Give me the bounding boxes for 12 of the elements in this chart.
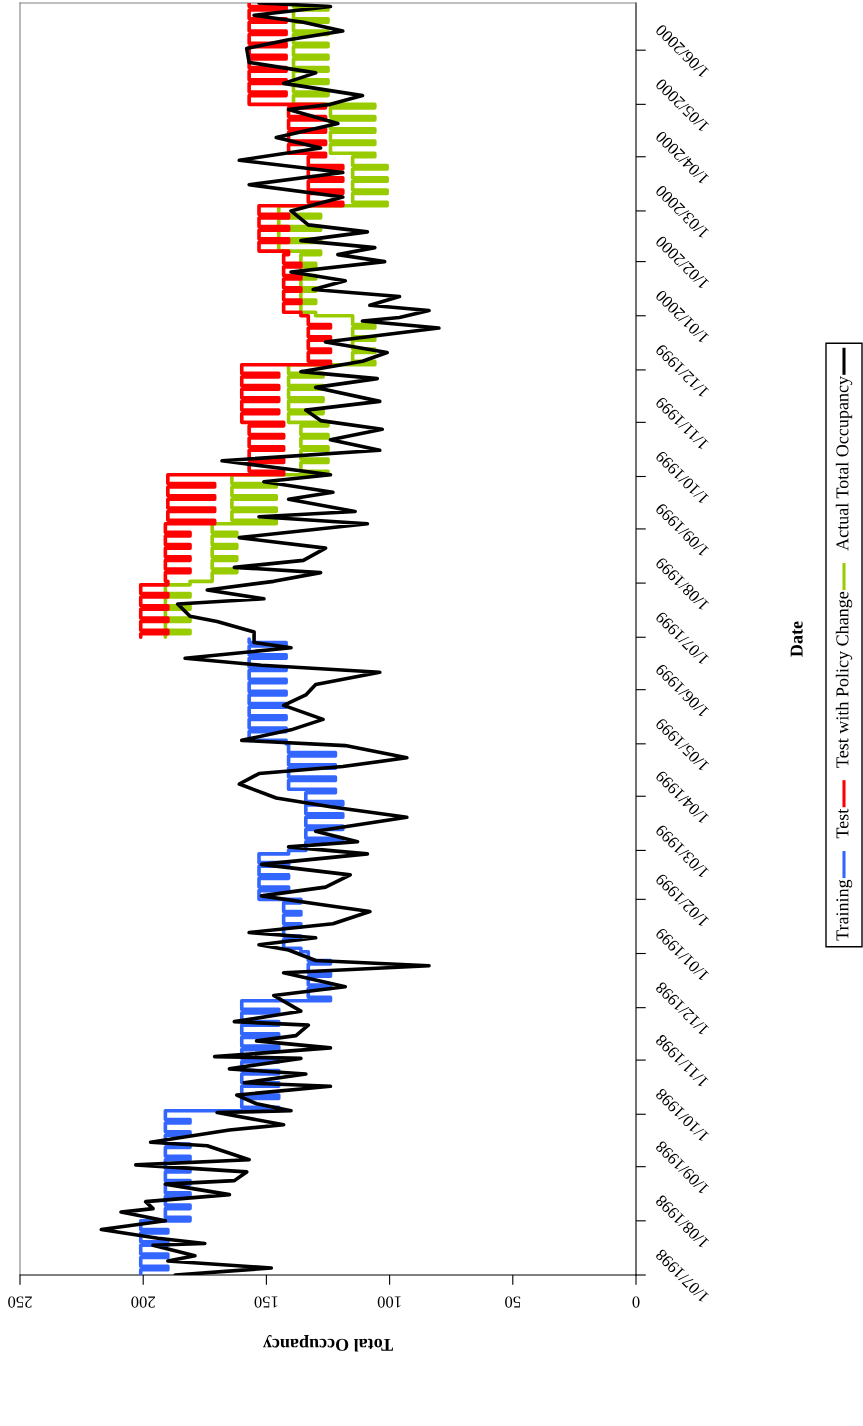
x-tick-label: 200 — [131, 1296, 155, 1308]
x-tick-label: 250 — [8, 1296, 32, 1308]
x-tick-label: 50 — [505, 1296, 521, 1308]
y-axis-title: Date — [790, 621, 803, 657]
x-tick-label: 0 — [632, 1296, 640, 1308]
legend-label: Test — [836, 808, 849, 839]
x-axis-title: Total Occupancy — [263, 1335, 393, 1352]
legend-label: Training — [836, 879, 853, 941]
x-tick-label: 100 — [377, 1296, 401, 1308]
legend-label: Actual Total Occupancy — [835, 376, 853, 551]
x-tick-label: 150 — [254, 1296, 278, 1308]
legend-label: Test with Policy Change — [835, 591, 853, 768]
